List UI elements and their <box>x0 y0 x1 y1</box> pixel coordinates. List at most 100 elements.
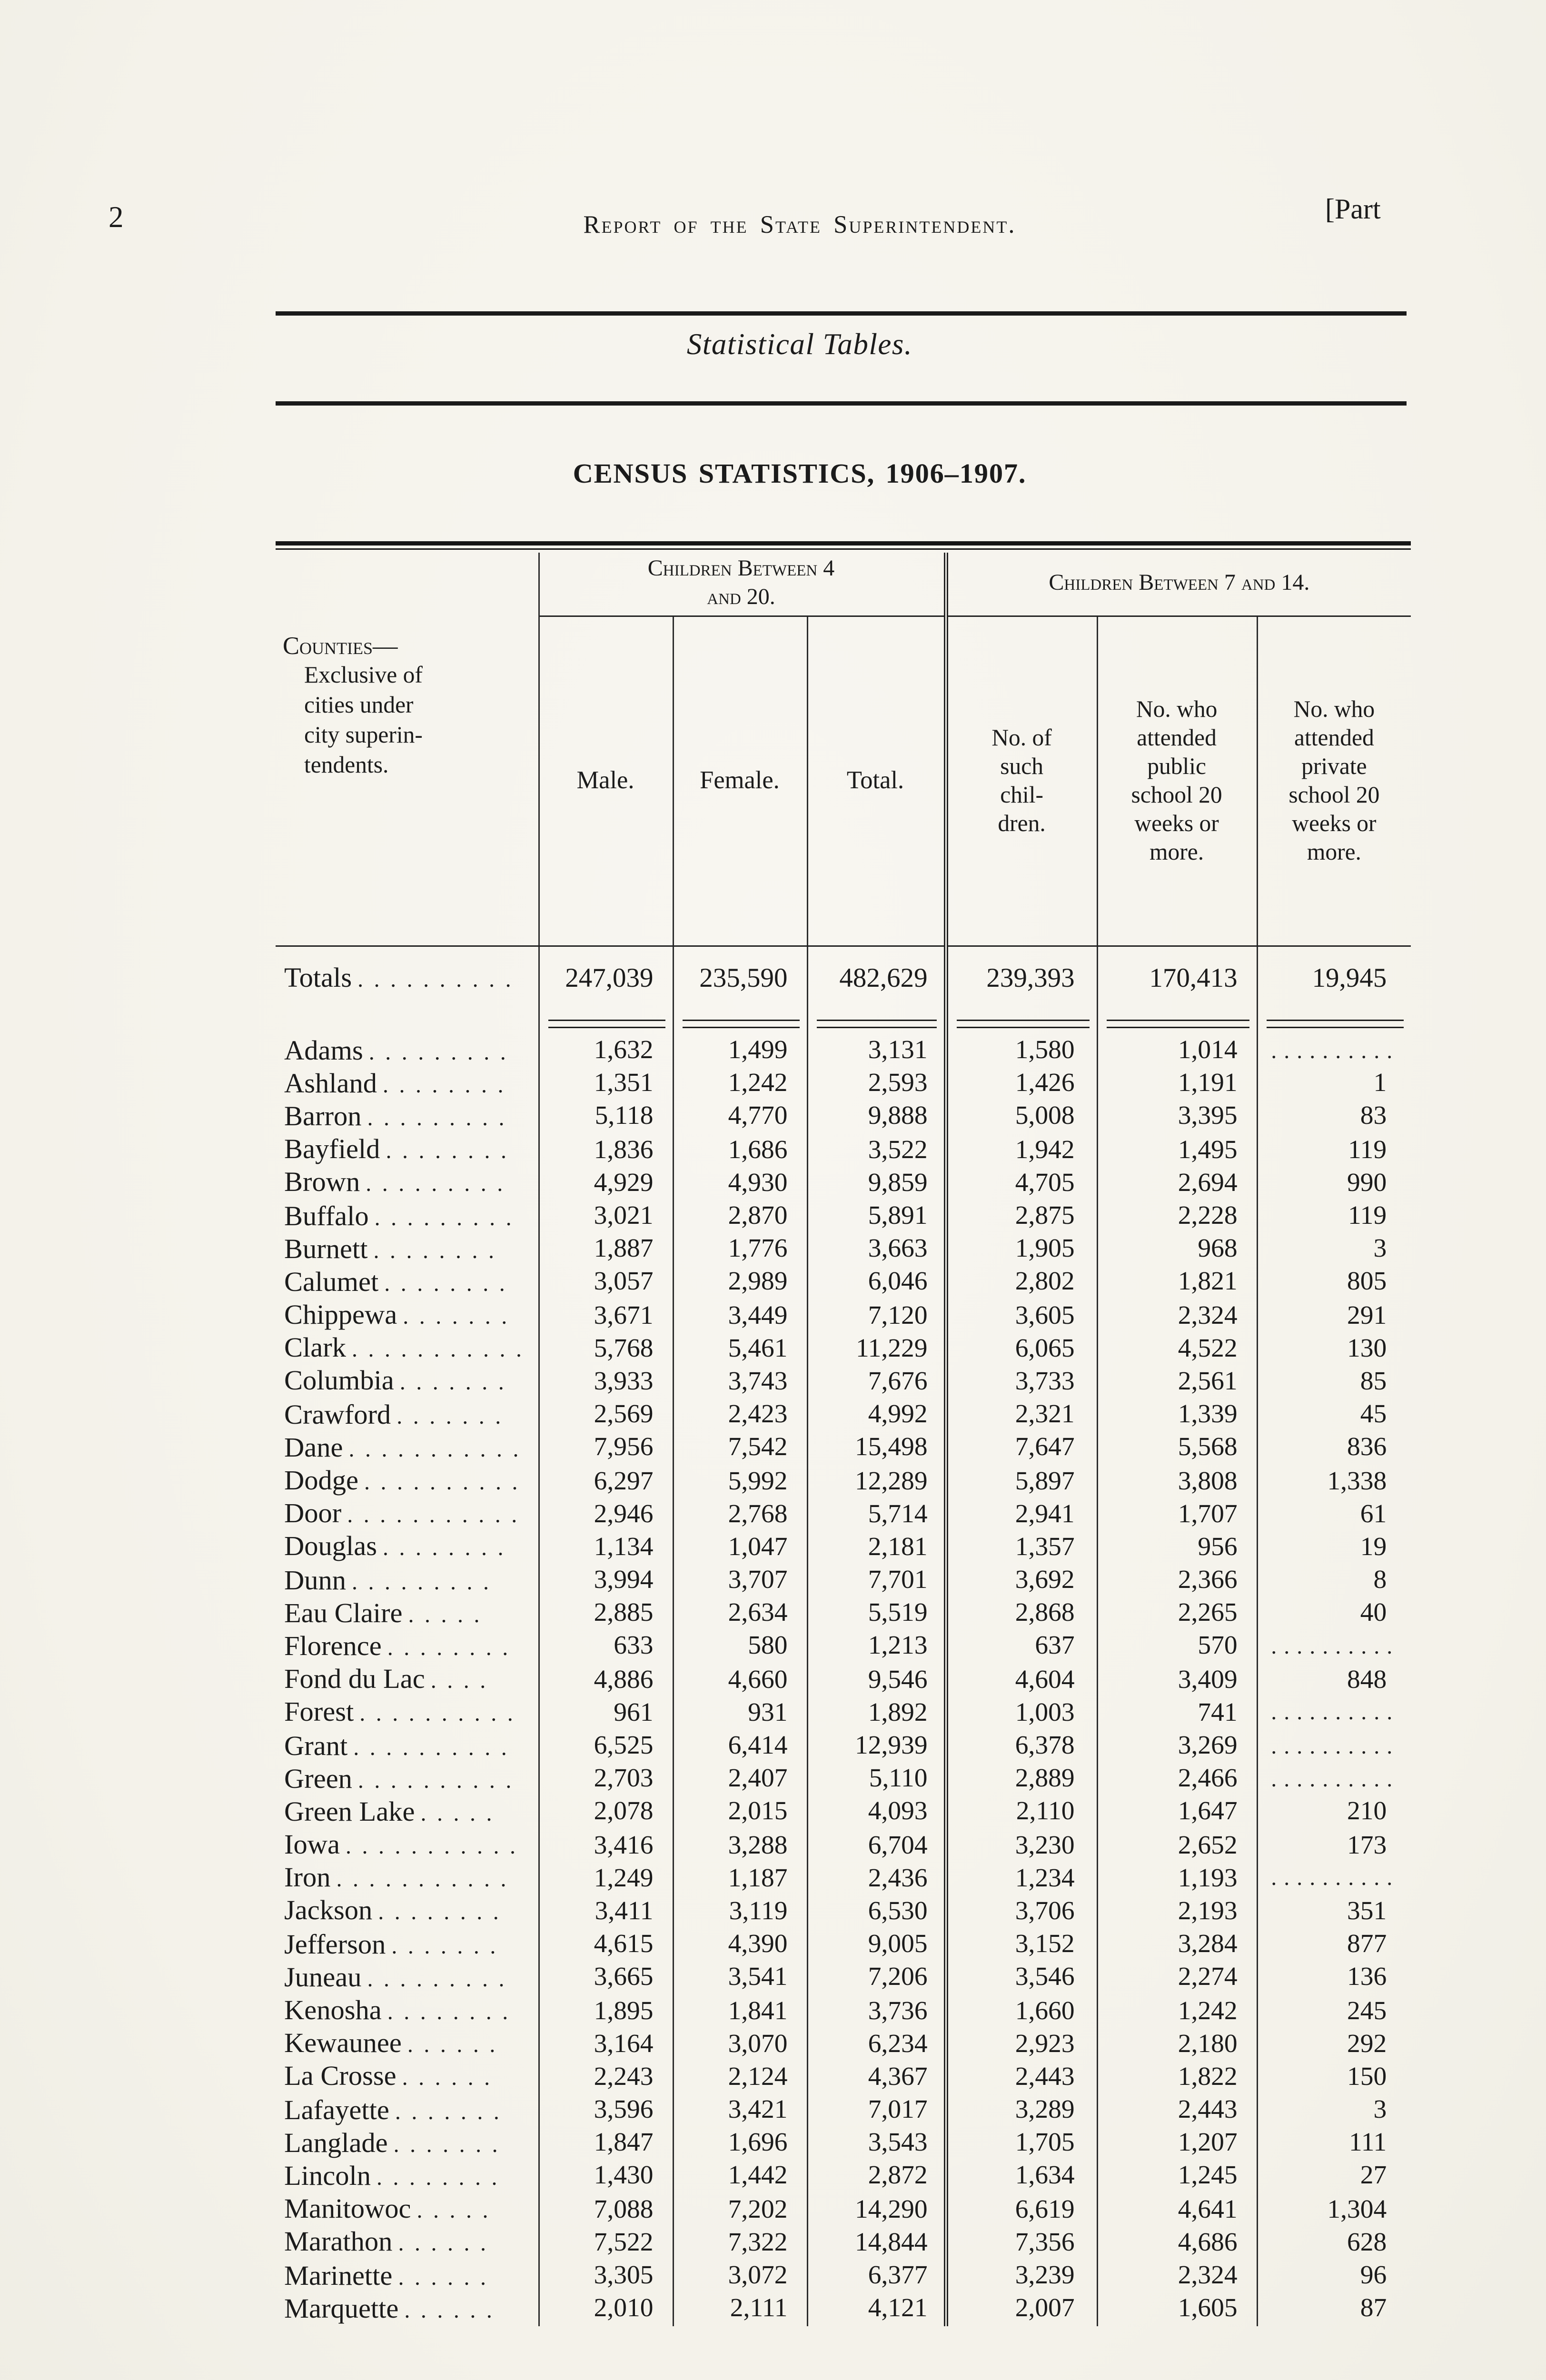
private-school-value: 119 <box>1348 1136 1387 1165</box>
total-value: 3,522 <box>807 1134 948 1168</box>
county-cell: Fond du Lac.... <box>276 1664 539 1698</box>
private-school-value: 8 <box>1373 1567 1387 1596</box>
totals-female: 235,590 <box>673 946 808 1012</box>
male-value: 961 <box>538 1697 674 1731</box>
county-cell: Marathon...... <box>276 2227 539 2261</box>
dot-leader: ........ <box>387 1636 519 1661</box>
table-row: Forest.......... 961 931 1,892 1,003 741.....… <box>276 1697 1411 1731</box>
private-school-value: 245 <box>1347 1997 1387 2026</box>
county-cell: Calumet........ <box>276 1267 539 1300</box>
dot-leader: ......... <box>374 1206 523 1230</box>
such-children-value: 7,356 <box>945 2227 1098 2261</box>
male-value: 7,088 <box>538 2194 674 2228</box>
total-value: 3,131 <box>807 1035 948 1069</box>
table-row: Jefferson....... 4,615 4,390 9,005 3,152 3,28… <box>276 1929 1411 1963</box>
totals-label-cell: Totals.......... <box>276 946 539 1012</box>
dot-leader: ......... <box>366 1173 514 1198</box>
total-value: 2,593 <box>807 1068 948 1102</box>
county-name: Kewaunee <box>284 2029 402 2060</box>
public-school-value: 2,652 <box>1097 1830 1258 1864</box>
public-school-value: 2,324 <box>1097 2260 1258 2294</box>
total-value: 15,498 <box>807 1432 948 1466</box>
female-value: 3,070 <box>673 2028 808 2062</box>
dot-leader: ........ <box>376 2166 508 2191</box>
public-school-value: 1,014 <box>1097 1035 1258 1069</box>
county-cell: Brown......... <box>276 1168 539 1201</box>
table-top-rule-thin <box>276 548 1411 550</box>
stub-line: tendents. <box>304 751 389 779</box>
private-school-value: 628 <box>1347 2229 1387 2258</box>
public-school-value: 4,686 <box>1097 2227 1258 2261</box>
female-value: 3,119 <box>673 1896 808 1930</box>
female-value: 3,288 <box>673 1830 808 1864</box>
such-children-value: 6,065 <box>945 1333 1098 1367</box>
dot-leader: ......... <box>367 1967 515 1992</box>
county-cell: Dodge.......... <box>276 1466 539 1499</box>
table-row: Marquette...... 2,010 2,111 4,121 2,007 1,605… <box>276 2293 1411 2327</box>
dot-leader: ....... <box>403 1305 518 1330</box>
such-children-value: 1,942 <box>945 1134 1098 1168</box>
table-row: Iron........... 1,249 1,187 2,436 1,234 1,193… <box>276 1863 1411 1896</box>
private-school-value: .......... <box>1271 1767 1400 1792</box>
double-rule <box>1266 1020 1404 1028</box>
female-value: 2,407 <box>673 1764 808 1797</box>
county-name: Clark <box>284 1334 346 1364</box>
table-row: Green Lake..... 2,078 2,015 4,093 2,110 1,647… <box>276 1796 1411 1830</box>
public-school-value: 5,568 <box>1097 1432 1258 1466</box>
male-value: 4,615 <box>538 1929 674 1963</box>
table-row: Kenosha........ 1,895 1,841 3,736 1,660 1,242… <box>276 1995 1411 2029</box>
total-value: 9,859 <box>807 1168 948 1201</box>
such-children-value: 1,634 <box>945 2161 1098 2194</box>
county-name: Green <box>284 1765 352 1795</box>
total-value: 6,046 <box>807 1267 948 1300</box>
public-school-value: 1,605 <box>1097 2293 1258 2327</box>
dot-leader: ........... <box>347 1504 528 1528</box>
group-header-children-4-20: Children Between 4 and 20. <box>538 553 948 617</box>
total-value: 6,377 <box>807 2260 948 2294</box>
dot-leader: ........... <box>351 1338 533 1363</box>
county-cell: Iron........... <box>276 1863 539 1896</box>
col-header-female: Female. <box>673 616 808 947</box>
public-school-value: 4,522 <box>1097 1333 1258 1367</box>
such-children-value: 3,230 <box>945 1830 1098 1864</box>
totals-male: 247,039 <box>538 946 674 1012</box>
private-school-value: 3 <box>1373 1235 1387 1264</box>
private-school-value: 3 <box>1373 2096 1387 2125</box>
such-children-value: 2,110 <box>945 1796 1098 1830</box>
female-value: 1,242 <box>673 1068 808 1102</box>
such-children-value: 3,289 <box>945 2095 1098 2128</box>
dot-leader: ........ <box>387 2001 519 2025</box>
private-school-value: 85 <box>1360 1368 1387 1397</box>
total-value: 3,663 <box>807 1234 948 1267</box>
total-value: 5,519 <box>807 1598 948 1632</box>
total-value: 11,229 <box>807 1333 948 1367</box>
such-children-value: 2,868 <box>945 1598 1098 1632</box>
county-cell: Kewaunee...... <box>276 2028 539 2062</box>
dot-leader: .... <box>430 1669 496 1694</box>
such-children-value: 1,660 <box>945 1995 1098 2029</box>
county-name: Langlade <box>284 2129 388 2159</box>
male-value: 3,021 <box>538 1200 674 1234</box>
public-school-value: 1,821 <box>1097 1267 1258 1300</box>
female-value: 3,449 <box>673 1300 808 1334</box>
such-children-value: 3,239 <box>945 2260 1098 2294</box>
horizontal-rule-bottom <box>276 401 1407 405</box>
total-value: 7,676 <box>807 1366 948 1400</box>
county-cell: Lafayette....... <box>276 2095 539 2128</box>
page-number: 2 <box>109 200 124 234</box>
double-rule <box>956 1020 1089 1028</box>
stub-line: Counties— <box>283 631 398 660</box>
county-cell: Dunn......... <box>276 1565 539 1598</box>
table-row: Adams......... 1,632 1,499 3,131 1,580 1,014.… <box>276 1035 1411 1069</box>
male-value: 3,671 <box>538 1300 674 1334</box>
private-school-value: 45 <box>1360 1401 1387 1430</box>
double-rule <box>1106 1020 1249 1028</box>
total-value: 14,844 <box>807 2227 948 2261</box>
county-cell: Langlade....... <box>276 2128 539 2162</box>
female-value: 7,542 <box>673 1432 808 1466</box>
table-row: Burnett........ 1,887 1,776 3,663 1,905 968 3 <box>276 1234 1411 1267</box>
dot-leader: .......... <box>364 1471 528 1496</box>
dot-leader: .......... <box>353 1735 518 1760</box>
female-value: 1,499 <box>673 1035 808 1069</box>
private-school-value: .......... <box>1271 1734 1400 1759</box>
